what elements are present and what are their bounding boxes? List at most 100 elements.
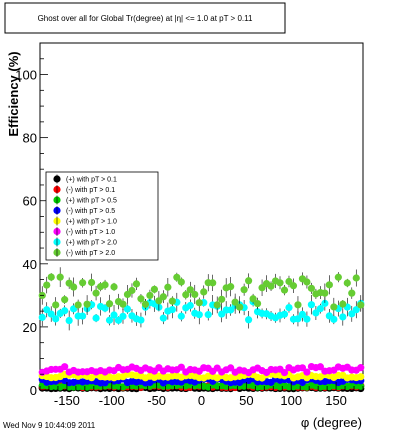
legend-label: (+) with pT > 2.0 <box>66 240 117 247</box>
data-point <box>61 296 69 304</box>
legend-label: (-) with pT > 2.0 <box>66 250 115 257</box>
x-axis-label: φ (degree) <box>301 415 362 430</box>
y-tick-label: 40 <box>23 257 37 272</box>
data-point <box>298 364 307 372</box>
data-point <box>186 301 194 310</box>
timestamp-footer: Wed Nov 9 10:44:09 2011 <box>3 421 96 430</box>
y-tick-label: 80 <box>23 131 37 146</box>
data-point <box>339 300 347 308</box>
y-tick-label: 20 <box>23 320 37 335</box>
data-point <box>303 278 311 286</box>
data-point <box>43 306 51 314</box>
data-point <box>200 288 208 296</box>
data-point <box>339 313 347 321</box>
data-point <box>141 300 150 308</box>
legend-label: (+) with pT > 0.1 <box>66 177 117 184</box>
data-point <box>168 305 176 314</box>
data-point <box>303 315 311 323</box>
y-tick-label: 0 <box>30 383 37 398</box>
data-point <box>177 363 185 371</box>
data-point <box>312 309 320 317</box>
data-point <box>177 312 185 320</box>
legend-box <box>45 171 159 261</box>
data-point <box>209 279 217 287</box>
data-point <box>132 280 141 288</box>
data-point <box>110 283 118 291</box>
data-point <box>289 282 298 290</box>
data-point <box>119 312 127 320</box>
data-point <box>231 298 239 306</box>
data-point <box>240 286 248 294</box>
data-point <box>47 310 55 318</box>
data-point <box>253 299 262 308</box>
data-point <box>159 293 167 301</box>
data-point <box>182 291 190 299</box>
data-point <box>307 301 316 309</box>
data-point <box>159 314 167 322</box>
data-point <box>177 278 185 286</box>
x-tick-label: -100 <box>99 393 125 408</box>
data-point <box>83 300 91 308</box>
x-axis: -150 -100 -50 0 50 100 150 <box>39 382 364 408</box>
data-point <box>280 310 289 318</box>
data-point <box>74 301 82 309</box>
data-point <box>307 284 316 292</box>
title-box <box>4 2 286 34</box>
data-point <box>79 312 87 320</box>
legend-label: (-) with pT > 1.0 <box>66 229 115 236</box>
data-point <box>303 368 311 376</box>
data-point <box>119 300 127 308</box>
data-point <box>79 279 87 287</box>
data-point <box>70 283 78 291</box>
series-7 <box>38 267 365 316</box>
x-tick-label: 100 <box>280 393 302 408</box>
y-tick-label: 60 <box>23 194 37 209</box>
data-point <box>330 303 338 311</box>
data-point <box>348 289 356 297</box>
data-point <box>110 311 118 319</box>
legend-label: (-) with pT > 0.5 <box>66 208 115 215</box>
data-point <box>213 301 221 309</box>
series-5 <box>38 362 365 377</box>
data-point <box>92 314 100 322</box>
data-point <box>294 315 302 323</box>
data-point <box>357 301 365 309</box>
x-tick-label: 0 <box>198 393 205 408</box>
data-point <box>204 311 212 319</box>
data-point <box>330 315 338 323</box>
data-point <box>267 282 275 290</box>
data-point <box>105 300 114 308</box>
data-point <box>280 286 289 294</box>
data-point <box>92 289 100 297</box>
data-point <box>357 364 365 372</box>
data-point <box>101 281 109 289</box>
legend-label: (-) with pT > 0.1 <box>66 187 115 194</box>
data-point <box>146 291 154 300</box>
data-point <box>321 299 329 307</box>
data-point <box>123 305 132 313</box>
data-point <box>173 273 181 281</box>
legend-label: (+) with pT > 1.0 <box>66 219 117 226</box>
y-tick-label: 100 <box>15 68 37 83</box>
series-6 <box>38 292 365 331</box>
data-point <box>195 311 203 319</box>
x-tick-label: 150 <box>325 393 347 408</box>
data-point <box>334 273 342 281</box>
data-point <box>87 278 96 287</box>
data-point <box>245 277 253 285</box>
data-point <box>245 316 253 324</box>
data-point <box>321 289 329 297</box>
data-point <box>343 279 351 287</box>
legend: (+) with pT > 0.1 (-) with pT > 0.1 (+) wi… <box>53 174 117 257</box>
data-point <box>52 315 60 323</box>
data-point <box>65 316 73 325</box>
data-point <box>61 363 69 371</box>
x-tick-label: 50 <box>239 393 253 408</box>
data-point <box>61 307 69 315</box>
data-point <box>357 373 365 381</box>
data-point <box>56 273 64 281</box>
y-axis: 0 20 40 60 80 100 <box>15 42 48 398</box>
data-point <box>325 281 333 289</box>
data-point <box>352 274 360 282</box>
